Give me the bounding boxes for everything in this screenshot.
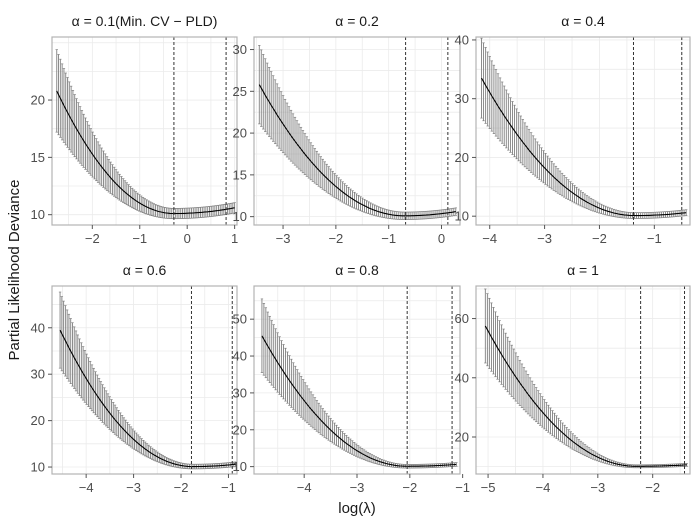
panel-3: −4 −3 −2 −1 10 20 30 40 α = 0.4 xyxy=(455,13,691,246)
panel-title: α = 0.6 xyxy=(123,262,167,278)
y-tick-label: 40 xyxy=(455,32,469,47)
y-tick-label: 20 xyxy=(455,150,469,165)
y-tick-label: 40 xyxy=(31,320,45,335)
y-tick-label: 40 xyxy=(233,349,247,364)
x-tick-label: −2 xyxy=(174,480,189,495)
x-tick-label: −3 xyxy=(126,480,141,495)
panel-border xyxy=(51,285,238,475)
y-tick-label: 60 xyxy=(455,311,469,326)
panel-border xyxy=(51,36,238,226)
y-tick-label: 20 xyxy=(31,413,45,428)
x-tick-label: 1 xyxy=(231,231,238,246)
x-tick-label: −1 xyxy=(647,231,662,246)
panel-title: α = 1 xyxy=(567,262,599,278)
x-tick-label: −2 xyxy=(85,231,100,246)
panel-title: α = 0.2 xyxy=(335,13,379,29)
x-tick-label: −3 xyxy=(537,231,552,246)
y-tick-label: 30 xyxy=(233,385,247,400)
x-tick-label: −4 xyxy=(79,480,94,495)
deviance-line xyxy=(258,84,456,217)
x-tick-label: −4 xyxy=(297,480,312,495)
x-tick-label: −3 xyxy=(590,480,605,495)
panel-border xyxy=(475,285,691,475)
y-tick-label: 10 xyxy=(31,460,45,475)
x-tick-label: −2 xyxy=(592,231,607,246)
deviance-line xyxy=(261,335,457,467)
y-tick-label: 20 xyxy=(233,126,247,141)
x-tick-label: −2 xyxy=(402,480,417,495)
y-tick-label: 30 xyxy=(31,367,45,382)
y-tick-label: 10 xyxy=(233,209,247,224)
panel-2: −3 −2 −1 0 10 15 20 25 30 α = 0.2 xyxy=(233,13,461,246)
x-tick-label: −3 xyxy=(350,480,365,495)
y-tick-label: 20 xyxy=(233,422,247,437)
panel-border xyxy=(253,36,461,226)
panel-6: −5 −4 −3 −2 20 40 60 α = 1 xyxy=(455,262,691,495)
x-tick-label: 0 xyxy=(438,231,445,246)
y-tick-label: 30 xyxy=(455,91,469,106)
y-tick-label: 25 xyxy=(233,84,247,99)
y-axis-title: Partial Likelihood Deviance xyxy=(6,180,23,361)
x-tick-label: −5 xyxy=(481,480,496,495)
y-tick-label: 30 xyxy=(233,42,247,57)
x-tick-label: −3 xyxy=(276,231,291,246)
panel-1: −2 −1 0 1 10 15 20 α = 0.1(Min. CV − PLD) xyxy=(31,13,239,246)
deviance-line xyxy=(59,329,236,468)
panel-title: α = 0.8 xyxy=(335,262,379,278)
deviance-line xyxy=(481,77,687,217)
deviance-line xyxy=(56,90,235,215)
y-tick-label: 15 xyxy=(31,150,45,165)
facet-panels: −2 −1 0 1 10 15 20 α = 0.1(Min. CV − PLD) −3 −2 −1… xyxy=(31,13,691,495)
x-tick-label: −4 xyxy=(482,231,497,246)
x-tick-label: −2 xyxy=(645,480,660,495)
x-tick-label: −1 xyxy=(381,231,396,246)
panel-border xyxy=(475,36,691,226)
panel-title: α = 0.4 xyxy=(561,13,605,29)
y-tick-label: 10 xyxy=(455,209,469,224)
panel-title: α = 0.1(Min. CV − PLD) xyxy=(72,13,218,29)
y-tick-label: 20 xyxy=(31,93,45,108)
y-tick-label: 10 xyxy=(233,459,247,474)
panel-4: −4 −3 −2 −1 10 20 30 40 α = 0.6 xyxy=(31,262,238,495)
x-tick-label: −1 xyxy=(455,480,470,495)
x-tick-label: −2 xyxy=(328,231,343,246)
y-tick-label: 15 xyxy=(233,167,247,182)
x-tick-label: −4 xyxy=(536,480,551,495)
y-tick-label: 20 xyxy=(455,429,469,444)
panel-background xyxy=(52,37,237,225)
deviance-line xyxy=(484,325,687,467)
x-tick-label: 0 xyxy=(184,231,191,246)
x-axis-title: log(λ) xyxy=(338,500,376,517)
y-tick-label: 50 xyxy=(233,312,247,327)
x-tick-label: −1 xyxy=(221,480,236,495)
y-tick-label: 40 xyxy=(455,370,469,385)
panel-5: −4 −3 −2 −1 10 20 30 40 50 α = 0.8 xyxy=(233,262,471,495)
x-tick-label: −1 xyxy=(132,231,147,246)
y-tick-label: 10 xyxy=(31,207,45,222)
